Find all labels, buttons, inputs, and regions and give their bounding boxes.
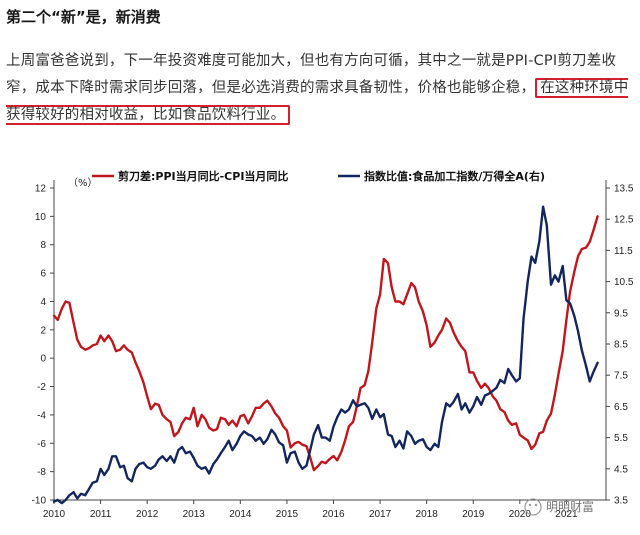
x-tick-label: 2016 [322, 509, 345, 520]
y-left-tick-label: 12 [35, 184, 47, 195]
y-right-tick-label: 5.5 [614, 433, 628, 444]
chart-series [52, 205, 599, 505]
y-left-tick-label: 0 [40, 354, 46, 365]
y-right-tick-label: 13.5 [614, 184, 634, 195]
x-tick-label: 2020 [509, 509, 532, 520]
series-line-1 [52, 215, 599, 472]
x-tick-label: 2021 [555, 509, 578, 520]
x-tick-label: 2011 [90, 509, 112, 520]
y-right-tick-label: 6.5 [614, 402, 628, 413]
y-left-tick-label: 2 [40, 325, 46, 336]
x-tick-label: 2010 [43, 509, 66, 520]
legend-label-1: 剪刀差:PPI当月同比-CPI当月同比 [118, 169, 288, 183]
y-right-tick-label: 4.5 [614, 464, 628, 475]
x-tick-label: 2018 [416, 509, 439, 520]
y-right-tick-label: 7.5 [614, 371, 628, 382]
y-left-tick-label: -4 [37, 410, 46, 421]
y-left-tick-label: 4 [40, 297, 46, 308]
y-right-tick-label: 3.5 [614, 496, 628, 507]
watermark-text: 明明财富 [546, 499, 594, 514]
y-right-tick-label: 11.5 [614, 246, 633, 257]
chart-axes: （%） 12 10 8 6 4 2 0 -2 -4 -6 -8 -10 13.5 12.5 11.5 10.5 9… [32, 177, 634, 520]
y-left-tick-label: -10 [32, 496, 47, 507]
y-left-tick-label: 8 [40, 240, 46, 251]
chart: （%） 12 10 8 6 4 2 0 -2 -4 -6 -8 -10 13.5 12.5 11.5 10.5 9… [32, 169, 634, 520]
x-tick-label: 2012 [136, 509, 159, 520]
article-paragraph: 上周富爸爸说到，下一年投资难度可能加大，但也有方向可循，其中之一就是PPI-CP… [6, 48, 634, 129]
paragraph-text: 上周富爸爸说到，下一年投资难度可能加大，但也有方向可循，其中之一就是PPI-CP… [6, 53, 617, 96]
x-tick-label: 2013 [183, 509, 206, 520]
highlighted-sentence: 在这种环境中获得较好的相对收益，比如食品饮料行业。 [6, 78, 629, 125]
y-left-tick-label: -8 [37, 467, 46, 478]
wechat-icon [524, 498, 542, 516]
y-right-tick-label: 9.5 [614, 308, 628, 319]
y-left-tick-label: 6 [40, 269, 46, 280]
y-right-tick-label: 8.5 [614, 340, 628, 351]
article-heading: 第二个“新”是，新消费 [6, 8, 161, 26]
legend-label-2: 指数比值:食品加工指数/万得全A(右) [364, 169, 545, 183]
y-right-tick-label: 12.5 [614, 215, 634, 226]
series-line-2 [52, 205, 599, 505]
y-left-tick-label: 10 [35, 212, 47, 223]
y-right-tick-label: 10.5 [614, 277, 634, 288]
chart-legend: 剪刀差:PPI当月同比-CPI当月同比 指数比值:食品加工指数/万得全A(右) [92, 169, 545, 183]
watermark: 明明财富 [524, 498, 594, 516]
x-tick-label: 2019 [462, 509, 485, 520]
x-tick-label: 2015 [276, 509, 299, 520]
unit-label: （%） [68, 177, 98, 189]
x-tick-label: 2014 [229, 509, 252, 520]
y-left-tick-label: -6 [37, 439, 46, 450]
x-tick-label: 2017 [369, 509, 392, 520]
y-left-tick-label: -2 [37, 382, 46, 393]
